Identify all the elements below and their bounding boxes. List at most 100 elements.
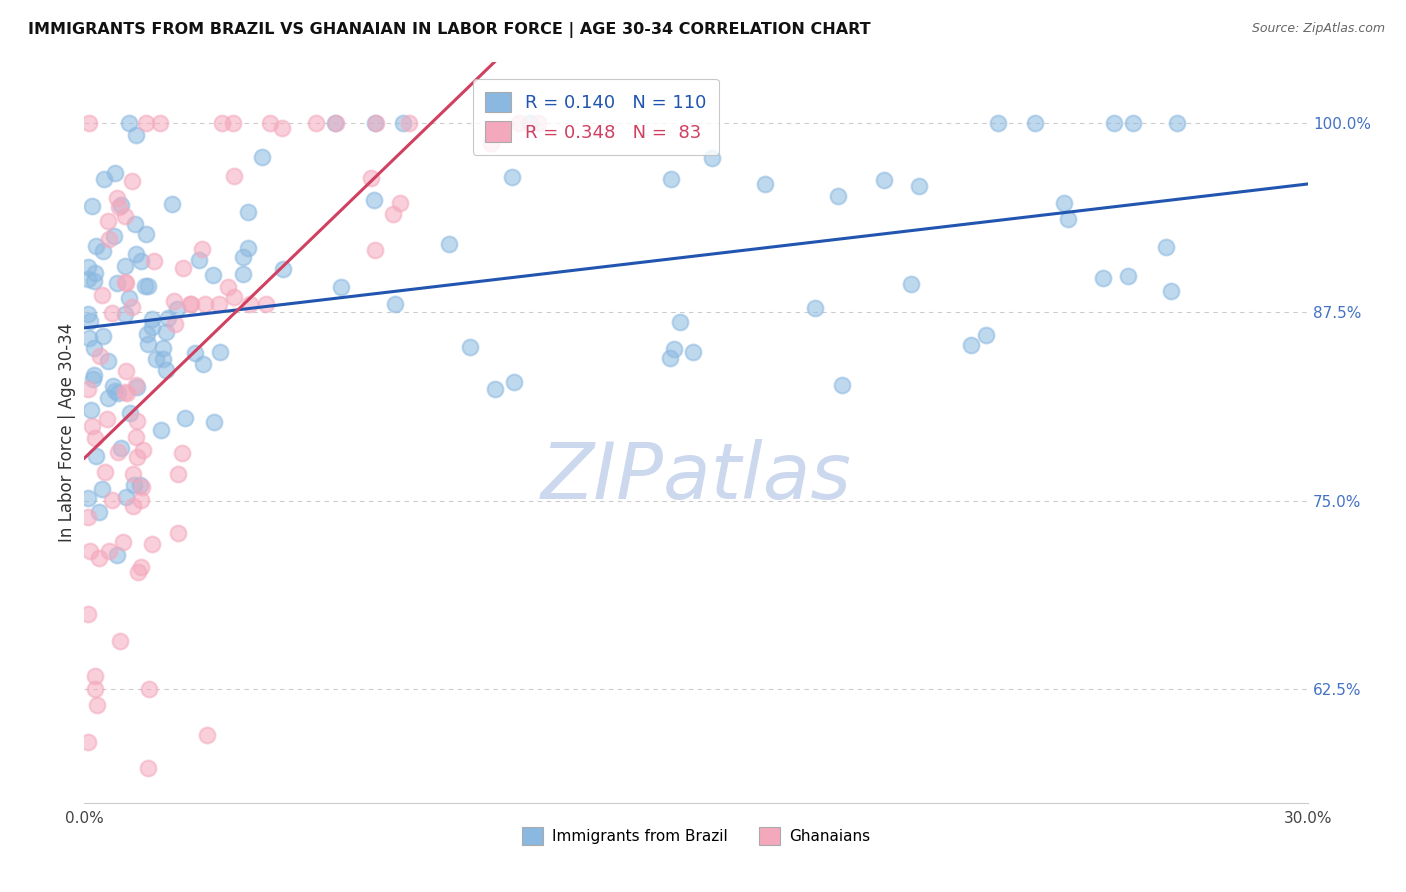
Point	[194, 297, 217, 311]
Point	[195, 728, 218, 742]
Point	[136, 337, 159, 351]
Point	[682, 344, 704, 359]
Point	[519, 116, 541, 130]
Point	[384, 297, 406, 311]
Point	[107, 548, 129, 562]
Point	[79, 314, 101, 328]
Point	[121, 174, 143, 188]
Point	[172, 261, 194, 276]
Point	[132, 443, 155, 458]
Point	[125, 430, 148, 444]
Point	[136, 761, 159, 775]
Point	[187, 253, 209, 268]
Point	[114, 275, 136, 289]
Point	[138, 278, 160, 293]
Point	[236, 241, 259, 255]
Point	[129, 253, 152, 268]
Point	[98, 232, 121, 246]
Point	[1122, 116, 1144, 130]
Point	[110, 634, 132, 648]
Point	[105, 277, 128, 291]
Point	[141, 537, 163, 551]
Point	[83, 681, 105, 696]
Point	[80, 403, 103, 417]
Point	[183, 346, 205, 360]
Point	[77, 271, 100, 285]
Point	[80, 418, 103, 433]
Point	[138, 682, 160, 697]
Point	[94, 465, 117, 479]
Point	[124, 217, 146, 231]
Point	[239, 297, 262, 311]
Point	[77, 607, 100, 622]
Point	[1154, 240, 1177, 254]
Point	[1092, 271, 1115, 285]
Point	[217, 280, 239, 294]
Point	[1160, 284, 1182, 298]
Point	[86, 449, 108, 463]
Point	[149, 423, 172, 437]
Text: Source: ZipAtlas.com: Source: ZipAtlas.com	[1251, 22, 1385, 36]
Point	[107, 444, 129, 458]
Point	[211, 116, 233, 130]
Point	[142, 254, 165, 268]
Point	[127, 414, 149, 428]
Point	[118, 291, 141, 305]
Point	[101, 378, 124, 392]
Point	[91, 244, 114, 259]
Point	[129, 559, 152, 574]
Point	[503, 375, 526, 389]
Point	[167, 467, 190, 481]
Point	[96, 412, 118, 426]
Point	[501, 169, 523, 184]
Point	[381, 207, 404, 221]
Point	[97, 214, 120, 228]
Point	[112, 535, 135, 549]
Point	[129, 493, 152, 508]
Point	[209, 345, 232, 359]
Point	[1166, 116, 1188, 130]
Legend: Immigrants from Brazil, Ghanaians: Immigrants from Brazil, Ghanaians	[516, 821, 876, 851]
Point	[114, 276, 136, 290]
Point	[900, 277, 922, 292]
Point	[222, 290, 245, 304]
Point	[86, 698, 108, 712]
Point	[172, 446, 194, 460]
Point	[145, 352, 167, 367]
Point	[77, 116, 100, 130]
Point	[110, 197, 132, 211]
Point	[392, 116, 415, 130]
Point	[114, 209, 136, 223]
Point	[83, 266, 105, 280]
Point	[121, 300, 143, 314]
Point	[77, 307, 100, 321]
Point	[974, 328, 997, 343]
Point	[125, 128, 148, 142]
Point	[101, 493, 124, 508]
Point	[804, 301, 827, 315]
Point	[131, 480, 153, 494]
Text: ZIPatlas: ZIPatlas	[540, 439, 852, 515]
Point	[108, 200, 131, 214]
Point	[114, 384, 136, 399]
Point	[1052, 196, 1074, 211]
Y-axis label: In Labor Force | Age 30-34: In Labor Force | Age 30-34	[58, 323, 76, 542]
Point	[271, 121, 294, 136]
Point	[329, 280, 352, 294]
Point	[364, 116, 387, 130]
Point	[1102, 116, 1125, 130]
Point	[79, 544, 101, 558]
Point	[77, 510, 100, 524]
Point	[118, 116, 141, 130]
Point	[149, 116, 172, 130]
Point	[114, 259, 136, 273]
Point	[659, 172, 682, 186]
Point	[484, 382, 506, 396]
Point	[125, 380, 148, 394]
Point	[141, 320, 163, 334]
Point	[236, 204, 259, 219]
Point	[93, 172, 115, 186]
Point	[89, 550, 111, 565]
Point	[101, 306, 124, 320]
Point	[1057, 212, 1080, 227]
